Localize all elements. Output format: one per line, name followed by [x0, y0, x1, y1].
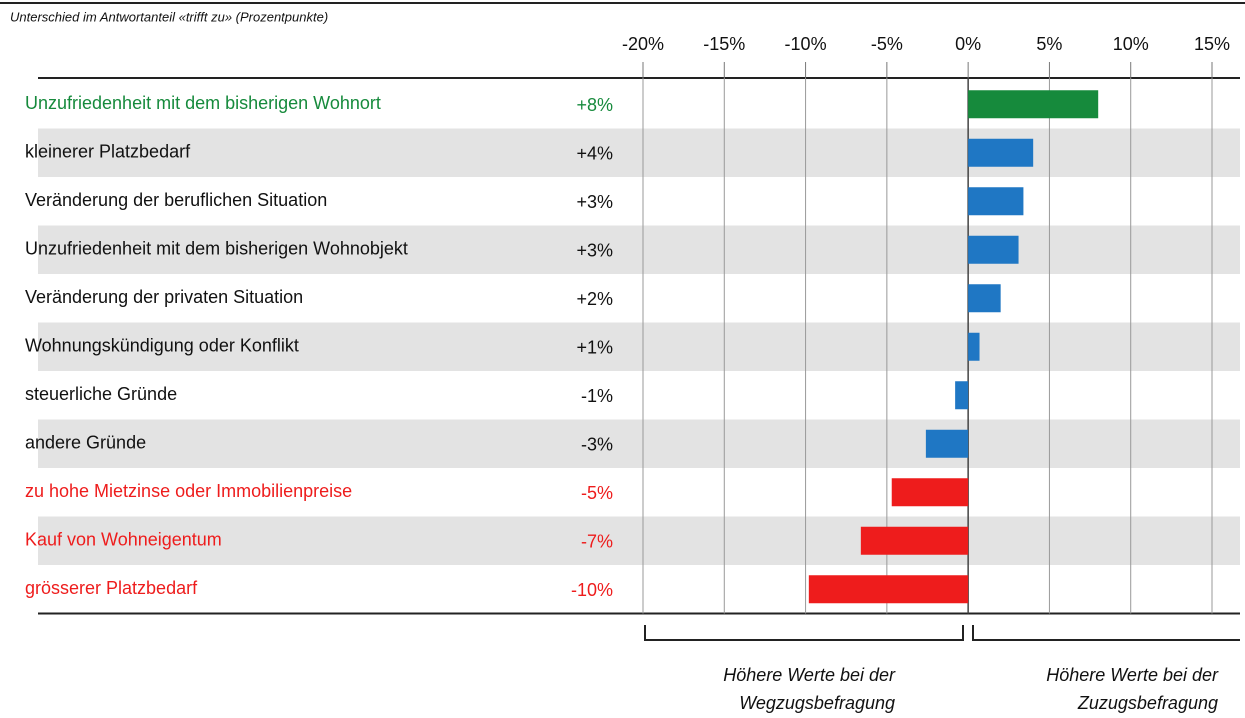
annotation: Höhere Werte bei der: [723, 665, 896, 685]
x-tick-label: 10%: [1113, 34, 1149, 54]
category-label: kleinerer Platzbedarf: [25, 142, 191, 162]
value-label: -3%: [581, 435, 613, 455]
bar: [925, 429, 969, 458]
value-label: -7%: [581, 532, 613, 552]
category-label: Kauf von Wohneigentum: [25, 530, 222, 550]
category-label: Veränderung der beruflichen Situation: [25, 190, 327, 210]
value-label: +3%: [576, 192, 613, 212]
bar: [860, 526, 969, 555]
annotation: Wegzugsbefragung: [739, 693, 895, 713]
value-label: +1%: [576, 338, 613, 358]
bar: [808, 575, 969, 604]
row-band: [38, 128, 1240, 177]
x-tick-label: -15%: [703, 34, 745, 54]
bar: [968, 332, 980, 361]
value-label: +2%: [576, 289, 613, 309]
row-band: [38, 322, 1240, 371]
category-label: Unzufriedenheit mit dem bisherigen Wohno…: [25, 239, 408, 259]
category-label: andere Gründe: [25, 433, 146, 453]
row-band: [38, 419, 1240, 468]
annotation: Höhere Werte bei der: [1046, 665, 1219, 685]
x-tick-label: 5%: [1036, 34, 1062, 54]
category-label: Wohnungskündigung oder Konflikt: [25, 336, 299, 356]
bar: [968, 235, 1019, 264]
x-tick-label: -20%: [622, 34, 664, 54]
x-tick-label: -10%: [785, 34, 827, 54]
value-label: +8%: [576, 95, 613, 115]
category-label: grösserer Platzbedarf: [25, 578, 198, 598]
bar: [968, 284, 1001, 313]
brackets: [644, 625, 1240, 641]
x-tick-label: 0%: [955, 34, 981, 54]
x-tick-label: 15%: [1194, 34, 1230, 54]
bar: [955, 381, 969, 410]
category-label: Unzufriedenheit mit dem bisherigen Wohno…: [25, 93, 381, 113]
value-label: +3%: [576, 241, 613, 261]
bar: [968, 138, 1034, 167]
value-label: -5%: [581, 483, 613, 503]
annotation: Zuzugsbefragung: [1077, 693, 1218, 713]
value-label: +4%: [576, 144, 613, 164]
bar: [968, 187, 1024, 216]
chart-title: Unterschied im Antwortanteil «trifft zu»…: [10, 9, 328, 24]
category-label: steuerliche Gründe: [25, 384, 177, 404]
value-label: -1%: [581, 386, 613, 406]
row-band: [38, 225, 1240, 274]
bar: [891, 478, 969, 507]
x-tick-label: -5%: [871, 34, 903, 54]
row-band: [38, 516, 1240, 565]
bar: [968, 90, 1099, 119]
category-label: zu hohe Mietzinse oder Immobilienpreise: [25, 481, 352, 501]
value-label: -10%: [571, 580, 613, 600]
category-label: Veränderung der privaten Situation: [25, 287, 303, 307]
row-bands: [38, 128, 1240, 565]
